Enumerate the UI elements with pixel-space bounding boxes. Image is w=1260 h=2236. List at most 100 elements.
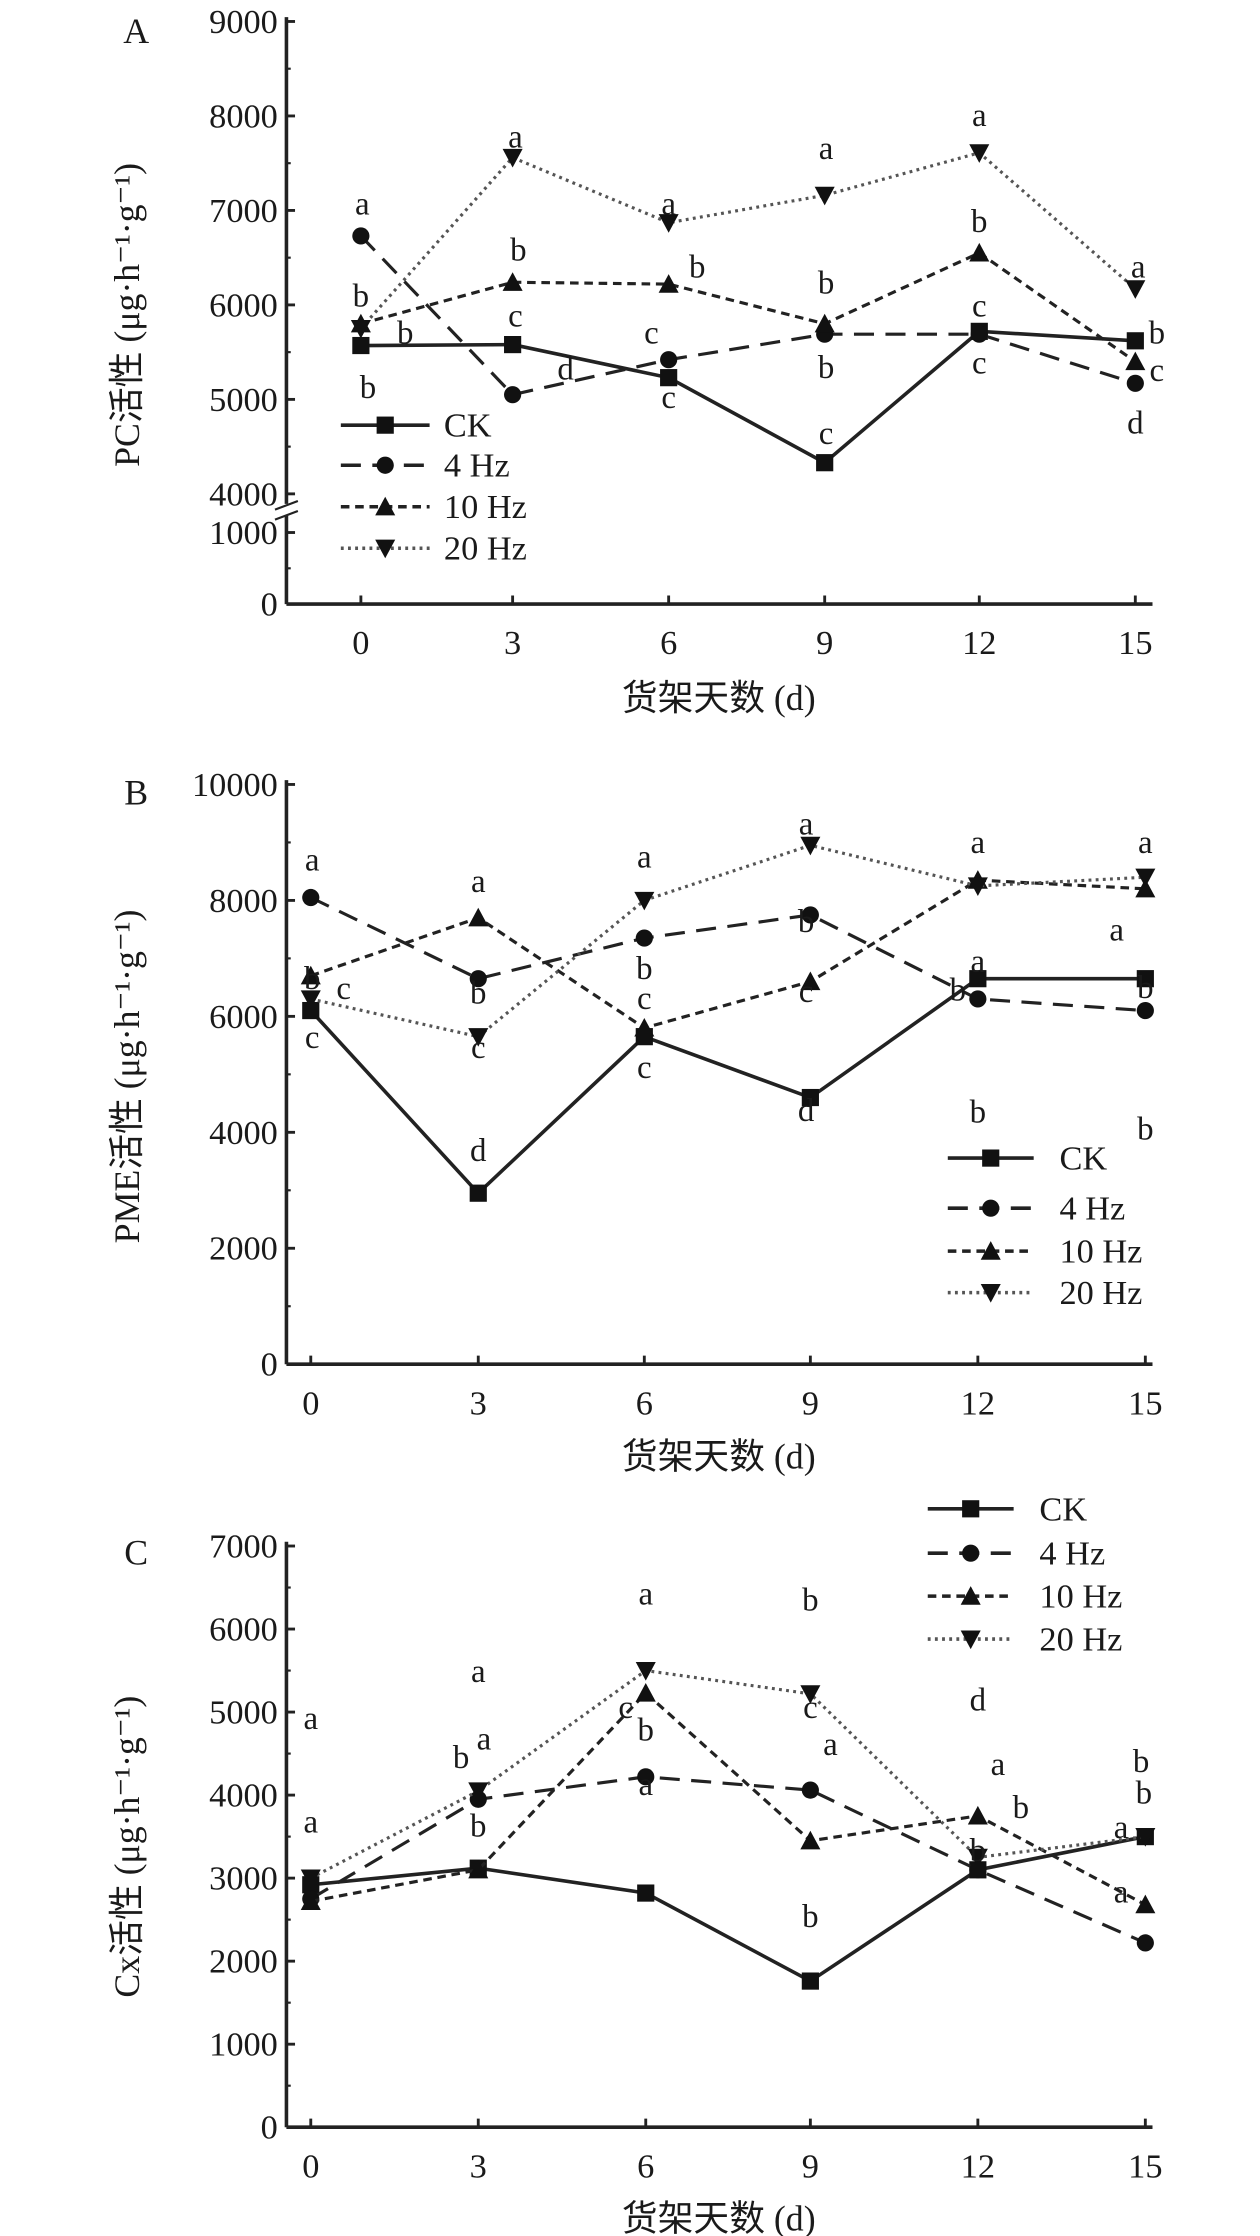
series-line bbox=[360, 251, 1137, 363]
significance-letter: b bbox=[470, 1809, 486, 1845]
y-tick-label: 5000 bbox=[209, 1694, 278, 1732]
y-tick-label: 4000 bbox=[209, 1114, 278, 1152]
data-point-square bbox=[352, 336, 370, 355]
significance-letter: b bbox=[802, 1582, 818, 1618]
significance-letter: b bbox=[510, 233, 526, 269]
legend-marker-circle bbox=[962, 1544, 980, 1562]
data-point-circle bbox=[637, 1768, 655, 1786]
series-line bbox=[310, 843, 1146, 1039]
data-point-inverted-triangle bbox=[502, 148, 523, 168]
x-tick-label: 12 bbox=[961, 1384, 995, 1422]
significance-letter: d bbox=[970, 1683, 987, 1719]
axis-break-line bbox=[274, 500, 299, 511]
significance-letter: a bbox=[819, 131, 834, 167]
data-point-square bbox=[969, 970, 987, 988]
panel-label: A bbox=[123, 11, 149, 51]
series-4hz bbox=[352, 227, 1144, 404]
significance-letter: a bbox=[1138, 825, 1153, 861]
data-point-inverted-triangle bbox=[967, 1848, 988, 1868]
legend-label: 10 Hz bbox=[444, 488, 527, 526]
x-tick-label: 15 bbox=[1118, 624, 1152, 662]
significance-letter: d bbox=[557, 351, 574, 387]
y-tick-label: 1000 bbox=[209, 514, 278, 552]
data-point-triangle bbox=[1135, 878, 1156, 898]
significance-letter: a bbox=[638, 1577, 653, 1613]
x-tick-label: 9 bbox=[802, 1384, 819, 1422]
series-line bbox=[359, 234, 1136, 397]
data-point-circle bbox=[1126, 374, 1144, 392]
significance-letter: b bbox=[1137, 970, 1153, 1006]
significance-letter: c bbox=[471, 1030, 486, 1066]
significance-letter: c bbox=[336, 971, 351, 1007]
data-point-inverted-triangle bbox=[800, 1685, 821, 1704]
legend-label: 10 Hz bbox=[1039, 1578, 1122, 1616]
chart-panel-B: 0 2000 4000 6000 8000 10000 0 3 6 9 12 15 B PME活性 (μg… bbox=[107, 766, 1163, 1477]
significance-letter: b bbox=[453, 1740, 469, 1776]
x-tick-label: 12 bbox=[962, 624, 996, 662]
significance-letter: c bbox=[618, 1690, 633, 1726]
significance-letter: b bbox=[353, 278, 369, 314]
significance-letter: a bbox=[1114, 1874, 1129, 1910]
significance-letter: b bbox=[1013, 1790, 1029, 1826]
data-point-square bbox=[1136, 970, 1154, 988]
y-tick-label: 7000 bbox=[209, 192, 278, 230]
y-tick-label: 10000 bbox=[192, 766, 278, 804]
data-point-triangle bbox=[502, 272, 523, 291]
data-point-circle bbox=[969, 1861, 987, 1879]
data-point-circle bbox=[801, 906, 819, 924]
x-tick-label: 3 bbox=[470, 2147, 487, 2185]
significance-letter: b bbox=[971, 204, 987, 240]
data-point-circle bbox=[1136, 1001, 1154, 1020]
significance-letter: a bbox=[991, 1747, 1006, 1783]
significance-letter: d bbox=[470, 1133, 487, 1169]
significance-letter: a bbox=[471, 1654, 486, 1690]
data-point-circle bbox=[352, 227, 370, 245]
series-line bbox=[310, 1834, 1146, 1984]
significance-letter: a bbox=[1109, 912, 1124, 948]
data-point-triangle bbox=[1135, 1894, 1156, 1914]
series-20hz bbox=[300, 836, 1156, 1047]
data-point-inverted-triangle bbox=[1135, 868, 1156, 888]
series-ck bbox=[302, 1828, 1154, 1990]
x-tick-label: 3 bbox=[470, 1384, 487, 1422]
y-tick-label: 4000 bbox=[209, 475, 278, 513]
data-point-inverted-triangle bbox=[658, 214, 679, 233]
axis-break-line bbox=[274, 510, 299, 521]
chart-panel-C: 0 1000 2000 3000 4000 5000 6000 7000 0 3 6 9 12 15 C Cx… bbox=[107, 1490, 1163, 2236]
data-point-inverted-triangle bbox=[1135, 1828, 1156, 1847]
significance-letter: a bbox=[477, 1721, 492, 1757]
significance-letter: b bbox=[689, 250, 705, 286]
significance-letter: b bbox=[818, 350, 834, 386]
significance-letter: a bbox=[637, 839, 652, 875]
data-point-inverted-triangle bbox=[1125, 280, 1146, 299]
y-tick-label: 0 bbox=[261, 2109, 278, 2147]
data-point-inverted-triangle bbox=[634, 891, 655, 911]
y-tick-label: 1000 bbox=[209, 2026, 278, 2064]
significance-letter: a bbox=[971, 944, 986, 980]
legend-label: 20 Hz bbox=[444, 530, 527, 568]
significance-letter: a bbox=[823, 1727, 838, 1763]
data-point-triangle bbox=[967, 1805, 988, 1825]
significance-letter: c bbox=[803, 1690, 818, 1726]
legend-label: CK bbox=[1059, 1140, 1107, 1178]
significance-letter: c bbox=[819, 416, 834, 452]
significance-letter: c bbox=[637, 1050, 652, 1086]
data-point-triangle bbox=[1125, 351, 1146, 371]
data-point-square bbox=[801, 1972, 819, 1990]
y-tick-label: 2000 bbox=[209, 1230, 278, 1268]
significance-letter: b bbox=[397, 316, 413, 352]
data-point-circle bbox=[469, 970, 487, 988]
data-point-inverted-triangle bbox=[468, 1782, 489, 1801]
legend-label: 4 Hz bbox=[1039, 1535, 1105, 1573]
significance-letter: b bbox=[1133, 1744, 1149, 1780]
x-tick-label: 9 bbox=[816, 624, 833, 662]
legend-marker-triangle bbox=[960, 1586, 981, 1605]
y-tick-label: 0 bbox=[261, 586, 278, 624]
y-tick-label: 8000 bbox=[209, 882, 278, 920]
x-tick-label: 9 bbox=[802, 2147, 819, 2185]
panel-label: B bbox=[124, 773, 148, 813]
data-point-circle bbox=[635, 929, 653, 947]
legend-marker-inverted-triangle bbox=[960, 1630, 981, 1650]
data-point-triangle bbox=[300, 965, 321, 985]
